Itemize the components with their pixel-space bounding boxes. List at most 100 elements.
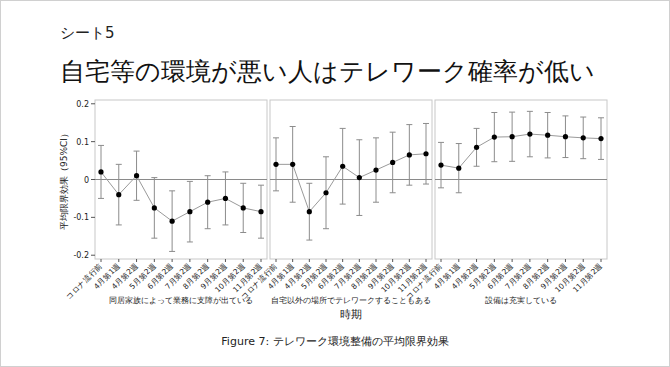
x-tick: [342, 259, 343, 262]
panel: -0.2-0.100.10.2平均限界効果（95%CI）コロナ流行前4月第1週4…: [59, 100, 267, 305]
error-bar-cap: [562, 157, 568, 158]
x-tick: [458, 259, 459, 262]
series-line: [441, 134, 601, 168]
y-axis-label: 平均限界効果（95%CI）: [59, 129, 69, 230]
panel: コロナ流行前4月第1週4月第2週5月第2週6月第2週7月第2週8月第2週9月第2…: [404, 100, 607, 305]
error-bar: [423, 123, 429, 184]
point: [340, 164, 345, 169]
error-bar: [290, 127, 296, 203]
error-bar: [580, 117, 586, 159]
x-tick: [476, 259, 477, 262]
error-bar: [456, 144, 462, 193]
x-tick: [243, 259, 244, 262]
slide-title: 自宅等の環境が悪い人はテレワーク確率が低い: [60, 57, 595, 86]
error-bar-cap: [340, 204, 346, 205]
point: [456, 166, 461, 171]
error-bar: [151, 178, 157, 239]
error-bar-cap: [290, 202, 296, 203]
error-bar: [562, 116, 568, 158]
error-bar: [491, 112, 497, 161]
x-tick: [326, 259, 327, 262]
error-bar-cap: [423, 184, 429, 185]
error-bar-cap: [356, 215, 362, 216]
error-bar-cap: [222, 224, 228, 225]
point: [223, 196, 228, 201]
y-tick: [91, 141, 95, 142]
y-tick-label: 0: [84, 176, 89, 185]
error-bar-cap: [323, 228, 329, 229]
panel-title: 設備は充実している: [485, 296, 557, 305]
x-tick: [292, 259, 293, 262]
panel-frame: [435, 100, 607, 259]
error-bar-cap: [273, 190, 279, 191]
error-bar-cap: [306, 183, 312, 184]
point: [598, 136, 603, 141]
x-tick: [392, 259, 393, 262]
x-tick: [565, 259, 566, 262]
data-group: [438, 111, 604, 192]
x-tick: [359, 259, 360, 262]
error-bar-cap: [562, 115, 568, 116]
panel: コロナ流行前4月第1週4月第2週5月第2週6月第2週7月第2週8月第2週9月第2…: [239, 100, 432, 321]
data-group: [273, 123, 429, 240]
x-tick: [118, 259, 119, 262]
x-tick: [172, 259, 173, 262]
slide-frame: [1, 1, 670, 367]
error-bar-cap: [169, 190, 175, 191]
x-tick: [529, 259, 530, 262]
x-tick: [441, 259, 442, 262]
point: [170, 219, 175, 224]
error-bar-cap: [406, 124, 412, 125]
panel-frame: [95, 100, 267, 259]
error-bar: [356, 140, 362, 216]
y-tick-label: 0.2: [76, 100, 89, 109]
y-tick-label: -0.1: [73, 213, 89, 222]
reference-line: [435, 179, 607, 180]
x-tick: [426, 259, 427, 262]
error-bar-cap: [406, 185, 412, 186]
error-bar: [258, 185, 264, 238]
error-bar-cap: [98, 198, 104, 199]
error-bar: [390, 132, 396, 193]
error-bar: [98, 145, 104, 198]
error-bar: [306, 183, 312, 240]
point: [290, 162, 295, 167]
point: [423, 151, 428, 156]
error-bar-cap: [438, 142, 444, 143]
error-bar-cap: [323, 156, 329, 157]
error-bar-cap: [491, 112, 497, 113]
error-bar-cap: [545, 157, 551, 158]
y-tick: [91, 217, 95, 218]
caption: Figure 7: テレワーク環境整備の平均限界効果: [221, 335, 448, 348]
point: [390, 160, 395, 165]
x-axis-label: 時期: [340, 308, 362, 321]
point: [258, 209, 263, 214]
x-tick: [261, 259, 262, 262]
error-bar: [240, 183, 246, 232]
reference-line: [95, 179, 267, 180]
error-bar: [205, 176, 211, 229]
error-bar-cap: [187, 181, 193, 182]
error-bar-cap: [491, 161, 497, 162]
error-bar: [474, 128, 480, 166]
point: [273, 162, 278, 167]
error-bar-cap: [187, 241, 193, 242]
error-bar-cap: [598, 159, 604, 160]
x-tick: [189, 259, 190, 262]
point: [241, 205, 246, 210]
error-bar-cap: [509, 161, 515, 162]
error-bar-cap: [390, 132, 396, 133]
error-bar-cap: [222, 171, 228, 172]
y-tick-label: -0.2: [73, 251, 89, 260]
error-bar-cap: [456, 192, 462, 193]
error-bar-cap: [134, 151, 140, 152]
error-bar-cap: [580, 117, 586, 118]
error-bar-cap: [340, 128, 346, 129]
point: [187, 209, 192, 214]
error-bar: [222, 172, 228, 225]
error-bar-cap: [240, 232, 246, 233]
error-bar-cap: [474, 166, 480, 167]
error-bar: [116, 164, 122, 225]
panel-frame: [270, 100, 432, 259]
x-tick-label: 11月第2週: [571, 261, 604, 294]
